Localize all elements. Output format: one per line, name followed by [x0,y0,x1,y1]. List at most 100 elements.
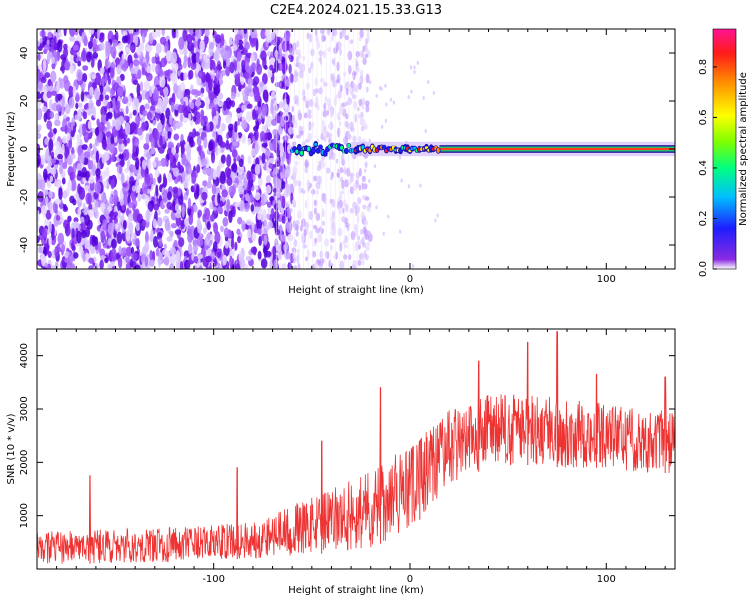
noise-blob [123,115,130,121]
noise-blob [91,164,97,177]
noise-blob [37,45,43,52]
noise-blob [127,213,135,222]
noise-blob [316,259,321,266]
noise-blob [265,121,269,128]
noise-blob [136,47,142,56]
noise-blob [208,103,214,110]
noise-blob [207,248,212,257]
noise-blob [91,73,97,80]
heatmap-ylabel: Frequency (Hz) [6,111,17,187]
noise-blob [64,223,71,237]
noise-blob [166,201,173,210]
noise-blob [264,150,272,157]
noise-blob [136,127,143,136]
noise-blob [48,235,52,247]
noise-blob [46,120,53,130]
noise-blob [319,29,325,34]
noise-blob [281,215,287,224]
noise-blob [335,158,339,164]
noise-blob [276,187,281,199]
noise-blob [264,195,268,203]
noise-blob [321,207,325,217]
noise-blob [200,109,205,119]
noise-blob [319,250,323,259]
noise-blob [250,246,258,254]
noise-blob [90,35,94,47]
noise-blob [419,183,422,188]
tone-cluster [347,143,351,148]
noise-blob [107,75,112,86]
noise-blob [380,124,384,129]
noise-blob [65,103,71,115]
noise-blob [240,76,245,85]
noise-blob [50,70,57,83]
noise-blob [330,215,335,224]
noise-blob [53,35,57,45]
noise-blob [37,68,41,80]
noise-blob [361,175,366,183]
noise-blob [60,217,65,224]
noise-blob [196,184,200,197]
noise-blob [180,72,184,81]
noise-blob [339,260,345,269]
noise-blob [235,263,241,269]
noise-blob [51,61,56,70]
noise-blob [104,94,110,101]
noise-blob [365,100,370,107]
noise-blob [82,73,88,83]
noise-blob [82,111,88,120]
heatmap-ytick-label: 40 [19,47,30,60]
noise-blob [196,111,201,125]
noise-blob [222,254,227,266]
noise-blob [365,73,370,84]
noise-blob [162,189,169,203]
noise-blob [128,201,135,209]
noise-blob [54,140,61,147]
snr-series-line [37,331,675,564]
snr-ytick-label: 1000 [19,503,30,528]
noise-blob [188,136,194,148]
noise-blob [365,245,370,252]
noise-blob [228,36,233,46]
noise-blob [147,200,154,212]
noise-blob [46,91,52,99]
noise-blob [44,137,50,146]
noise-blob [235,61,242,75]
noise-blob [204,29,210,37]
noise-blob [117,201,121,211]
noise-blob [357,197,362,205]
noise-blob [153,235,158,248]
noise-blob [207,232,211,240]
noise-blob [37,153,41,166]
noise-blob [68,85,74,98]
noise-blob [41,205,48,216]
noise-blob [48,138,54,152]
noise-blob [174,153,179,159]
noise-blob [358,36,362,42]
noise-blob [72,198,77,206]
noise-blob [157,121,163,133]
noise-blob [400,178,403,183]
colorbar-tick-label: 0.0 [698,261,709,277]
noise-blob [153,128,160,142]
noise-blob [219,171,226,185]
noise-blob [335,251,338,260]
noise-blob [62,135,68,144]
noise-blob [76,134,81,142]
noise-blob [175,62,179,71]
noise-blob [208,87,213,100]
noise-blob [278,80,284,89]
noise-blob [204,62,211,70]
noise-blob [47,78,52,87]
noise-blob [221,69,227,76]
noise-blob [322,50,327,59]
noise-blob [50,151,55,159]
noise-blob [225,64,231,77]
noise-blob [313,199,318,207]
noise-blob [108,143,116,154]
noise-blob [323,196,327,204]
noise-blob [124,122,131,136]
noise-blob [349,126,355,132]
noise-blob [233,131,238,140]
noise-blob [247,78,253,89]
